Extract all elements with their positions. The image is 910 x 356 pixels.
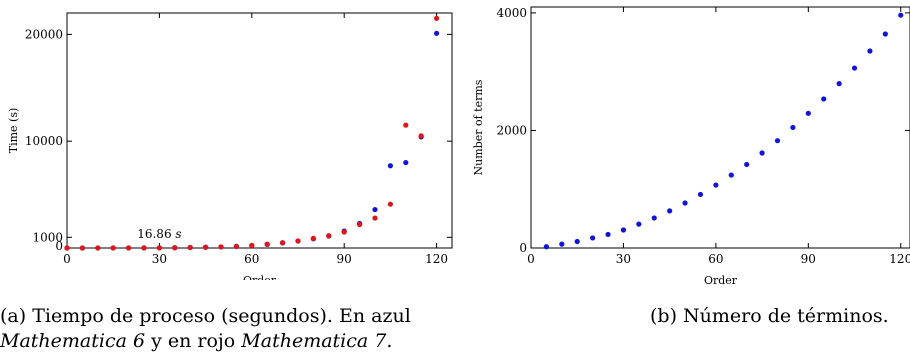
data-point: [434, 15, 440, 21]
caption-a: (a) Tiempo de proceso (segundos). En azu…: [0, 304, 470, 354]
data-point: [387, 201, 393, 207]
data-point: [559, 241, 565, 247]
data-point: [682, 200, 688, 206]
data-point: [172, 245, 178, 251]
x-tick-label: 30: [616, 252, 631, 266]
x-tick-label: 0: [63, 252, 71, 266]
caption-a-end: .: [386, 330, 393, 352]
x-tick-label: 60: [708, 252, 723, 266]
data-point: [836, 81, 842, 87]
y-axis-label: Time (s): [7, 108, 20, 154]
data-point: [156, 245, 162, 251]
data-point: [233, 243, 239, 249]
data-point: [249, 242, 255, 249]
y-tick-label: 2000: [496, 123, 527, 137]
caption-b: (b) Número de términos.: [650, 304, 889, 329]
y-tick-label: 20000: [25, 27, 63, 41]
data-point: [126, 245, 132, 251]
data-point: [280, 240, 286, 246]
data-point: [574, 238, 580, 245]
data-point: [357, 221, 363, 228]
x-tick-label: 90: [337, 252, 352, 266]
x-tick-label: 60: [244, 252, 259, 266]
data-point: [728, 172, 734, 178]
data-point: [774, 138, 781, 144]
data-point: [821, 96, 827, 102]
data-point: [372, 206, 378, 213]
data-point: [651, 215, 657, 221]
x-tick-label: 120: [889, 252, 910, 266]
x-tick-label: 90: [801, 252, 816, 266]
data-point: [590, 235, 596, 241]
x-axis-label: Order: [704, 274, 738, 287]
caption-a-mid: y en rojo: [145, 330, 242, 352]
annotation-label: 16.86 s: [137, 227, 181, 241]
caption-a-mathematica6: Mathematica 6: [0, 330, 146, 352]
y-axis-label: Number of terms: [472, 79, 485, 175]
y-tick-label: 10000: [25, 134, 63, 148]
data-point: [295, 238, 301, 244]
plot-frame: [530, 6, 910, 249]
data-point: [898, 12, 904, 18]
data-point: [867, 48, 873, 54]
x-axis-label: Order: [243, 274, 277, 280]
x-tick-label: 0: [527, 252, 535, 266]
y-tick-label: 0: [55, 239, 63, 253]
data-point: [418, 133, 424, 139]
data-point: [605, 231, 611, 238]
data-point: [403, 159, 409, 166]
caption-a-line1: (a) Tiempo de proceso (segundos). En azu…: [0, 305, 411, 327]
y-tick-label: 4000: [496, 6, 527, 20]
data-point: [636, 221, 642, 227]
y-tick-label: 0: [519, 241, 527, 255]
data-point: [882, 31, 888, 37]
data-point: [203, 244, 209, 250]
data-point: [141, 245, 147, 251]
data-point: [372, 215, 378, 221]
chart-number-of-terms: 0 30 60 90 120 0 2000 4000 Order Number of terms: [472, 6, 910, 287]
data-point: [264, 241, 270, 247]
data-point: [341, 229, 347, 235]
x-tick-label: 30: [152, 252, 167, 266]
data-point: [667, 208, 673, 214]
data-point: [851, 65, 858, 71]
data-point: [620, 227, 627, 233]
data-point: [697, 191, 704, 198]
data-point: [434, 30, 440, 36]
data-point: [805, 110, 811, 116]
y-tick-label: 1000: [32, 230, 63, 244]
data-point: [310, 235, 316, 241]
data-point: [187, 244, 193, 251]
data-point: [326, 233, 332, 239]
data-point: [543, 244, 550, 250]
x-tick-label: 120: [425, 252, 448, 266]
data-point: [744, 161, 750, 168]
plot-frame: [66, 12, 453, 249]
data-point: [64, 245, 70, 251]
data-point: [110, 245, 116, 251]
data-point: [79, 245, 85, 251]
data-point: [713, 182, 719, 188]
data-point: [218, 244, 224, 250]
data-point: [790, 124, 796, 131]
data-point: [95, 245, 101, 251]
caption-b-text: (b) Número de términos.: [650, 305, 889, 327]
caption-a-mathematica7: Mathematica 7: [241, 330, 387, 352]
data-point: [387, 163, 393, 169]
data-point: [759, 150, 765, 156]
data-point: [403, 122, 409, 128]
